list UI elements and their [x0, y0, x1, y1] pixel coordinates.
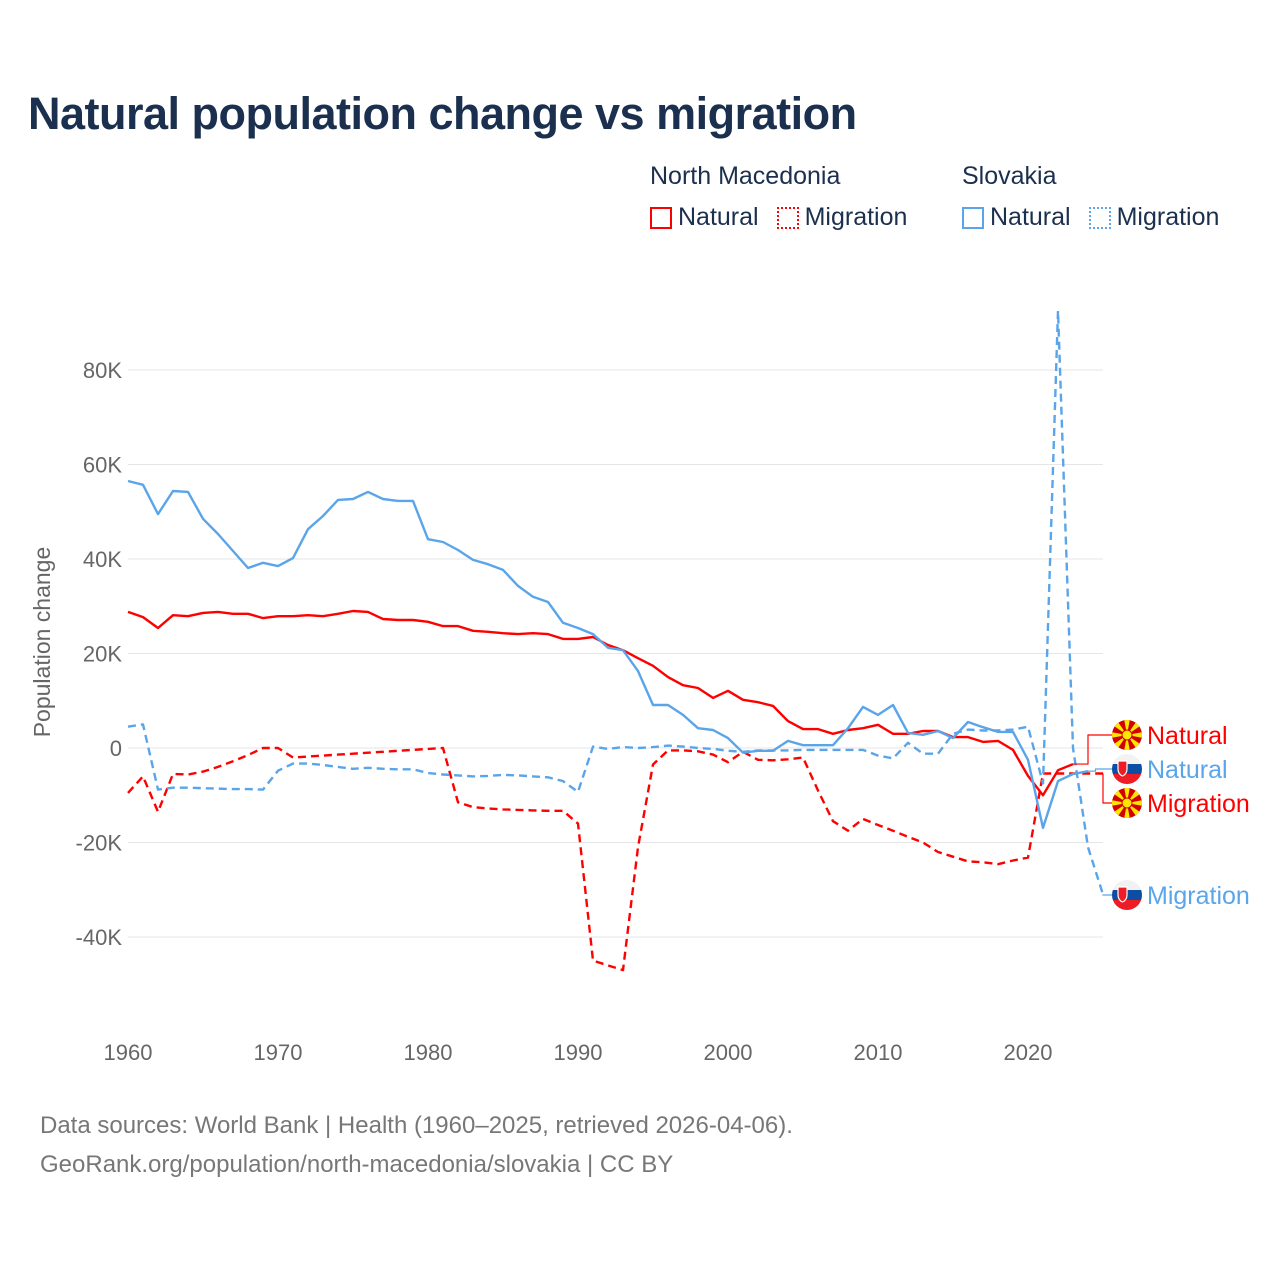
x-tick-label: 2010: [854, 1040, 903, 1065]
end-labels: Natural Migration Natural Migration: [1073, 720, 1250, 910]
footer: Data sources: World Bank | Health (1960–…: [40, 1106, 793, 1184]
legend-group-title: North Macedonia: [650, 162, 841, 190]
x-tick-label: 1980: [404, 1040, 453, 1065]
x-tick-label: 1990: [554, 1040, 603, 1065]
x-tick-label: 1970: [254, 1040, 303, 1065]
y-tick-label: 40K: [83, 547, 122, 572]
end-label-text: Migration: [1147, 882, 1250, 910]
legend-item-sk-natural[interactable]: Natural: [962, 203, 1071, 232]
source-link[interactable]: GeoRank.org/population/north-macedonia/s…: [40, 1151, 674, 1178]
label-connector: [1102, 894, 1112, 896]
solid-swatch-icon: [962, 206, 984, 229]
end-label-north-macedonia-natural: Natural: [1073, 720, 1228, 765]
data-source-text: Data sources: World Bank | Health (1960–…: [40, 1112, 793, 1139]
axis-ticks: 80K 60K 40K 20K 0 -20K -40K 1960 1970 1980 1990 200…: [76, 358, 1053, 1065]
slovakia-flag-icon: [1112, 880, 1142, 910]
x-tick-label: 2000: [704, 1040, 753, 1065]
dotted-swatch-icon: [1088, 206, 1111, 229]
legend-item-sk-migration[interactable]: Migration: [1088, 203, 1220, 232]
slovakia-flag-icon: [1112, 754, 1142, 784]
label-connector: [1073, 734, 1112, 765]
end-label-slovakia-natural: Natural: [1088, 754, 1228, 784]
y-tick-label: 60K: [83, 453, 122, 478]
north-macedonia-flag-icon: [1112, 788, 1142, 818]
legend-group-title: Slovakia: [962, 162, 1057, 190]
label-connector: [1102, 773, 1112, 804]
label-connector: [1088, 768, 1112, 772]
end-label-north-macedonia-migration: Migration: [1102, 773, 1250, 818]
solid-swatch-icon: [650, 206, 672, 229]
y-tick-label: -40K: [76, 925, 123, 950]
legend-label: Migration: [804, 203, 908, 231]
x-tick-label: 1960: [104, 1040, 153, 1065]
series-line-slovakia-natural: [127, 479, 1089, 830]
series-line-north-macedonia-migration: [127, 746, 1103, 972]
y-tick-label: -20K: [76, 831, 123, 856]
series-line-north-macedonia-natural: [127, 609, 1074, 797]
legend-north-macedonia: North Macedonia Natural Migration: [650, 162, 925, 236]
legend-label: Natural: [678, 203, 759, 231]
y-axis-label: Population change: [29, 547, 55, 738]
end-label-text: Natural: [1147, 722, 1228, 750]
y-tick-label: 20K: [83, 642, 122, 667]
series-line-slovakia-migration: [127, 309, 1105, 895]
north-macedonia-flag-icon: [1112, 720, 1142, 750]
legend-slovakia: Slovakia Natural Migration: [962, 162, 1219, 236]
y-tick-label: 0: [110, 736, 122, 761]
legend-item-mk-natural[interactable]: Natural: [650, 203, 759, 232]
end-label-slovakia-migration: Migration: [1102, 880, 1250, 910]
legend-item-mk-migration[interactable]: Migration: [776, 203, 908, 232]
x-tick-label: 2020: [1004, 1040, 1053, 1065]
dotted-swatch-icon: [776, 206, 799, 229]
grid: [128, 369, 1103, 938]
y-tick-label: 80K: [83, 358, 122, 383]
chart-title: Natural population change vs migration: [28, 88, 857, 139]
legend-label: Natural: [990, 203, 1071, 231]
legend-label: Migration: [1116, 203, 1220, 231]
end-label-text: Migration: [1147, 790, 1250, 818]
end-label-text: Natural: [1147, 756, 1228, 784]
series-lines: [127, 309, 1105, 972]
